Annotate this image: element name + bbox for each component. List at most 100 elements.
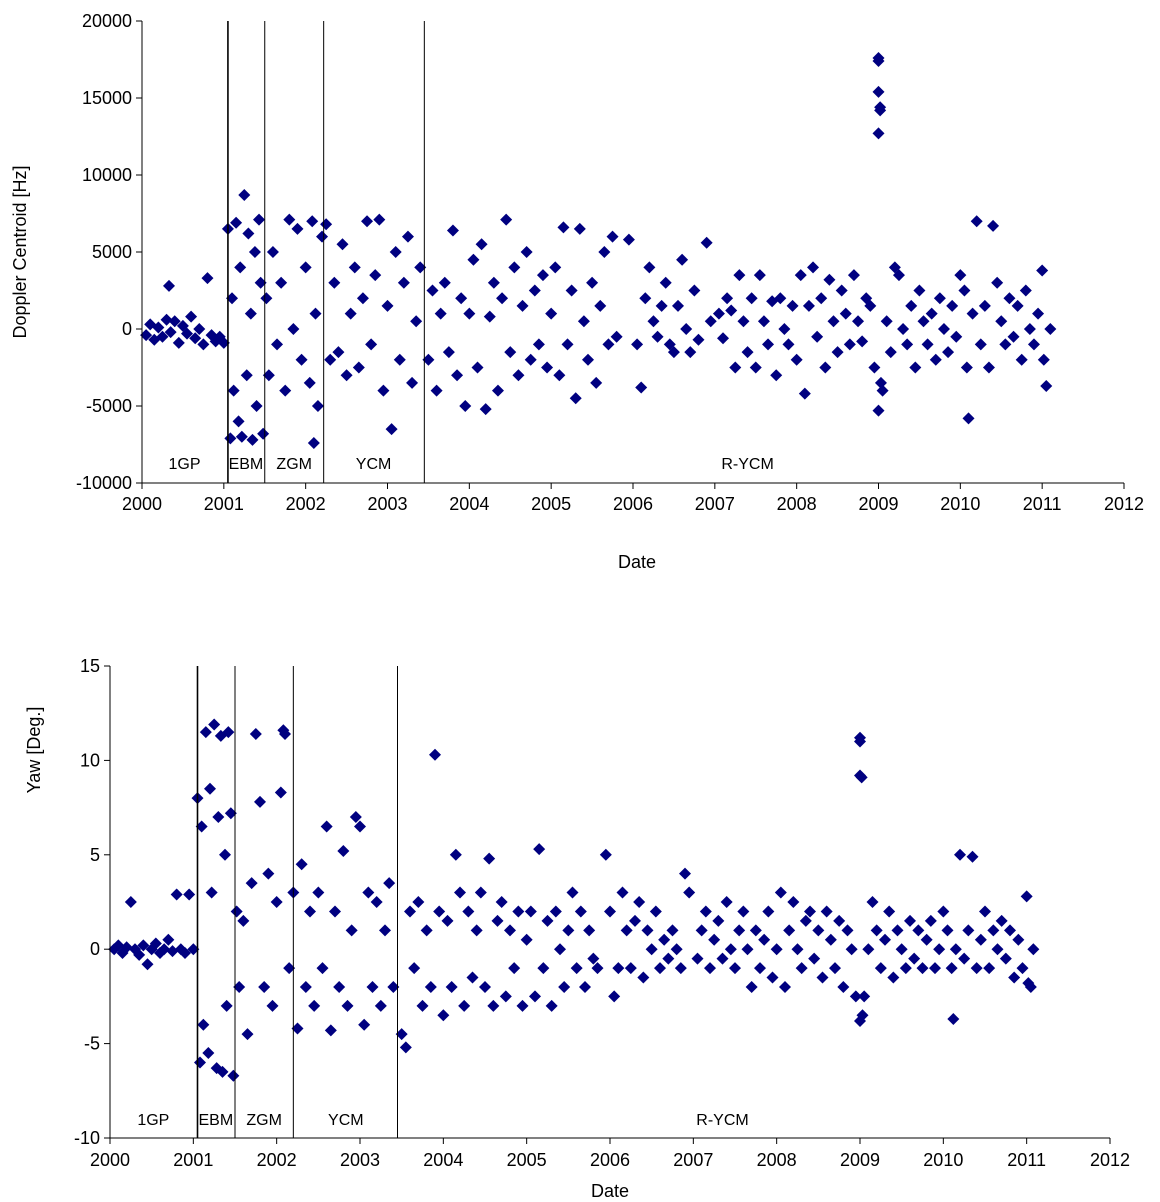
yaw-data-point xyxy=(341,999,354,1012)
yaw-data-point xyxy=(222,726,235,739)
doppler-data-point xyxy=(823,273,836,286)
doppler-data-point xyxy=(528,284,541,297)
yaw-data-point xyxy=(679,867,691,880)
doppler-data-point xyxy=(1027,338,1040,351)
doppler-phase-label: EBM xyxy=(229,456,264,473)
doppler-data-point xyxy=(905,299,918,312)
doppler-data-point xyxy=(872,85,885,98)
yaw-data-point xyxy=(749,924,762,937)
doppler-data-point xyxy=(549,261,562,274)
yaw-data-point xyxy=(624,962,637,975)
yaw-data-point xyxy=(345,924,358,937)
yaw-data-point xyxy=(970,962,983,975)
doppler-data-point xyxy=(266,246,279,258)
yaw-data-point xyxy=(929,962,941,975)
yaw-data-point xyxy=(574,905,587,918)
yaw-data-point xyxy=(841,924,854,937)
yaw-x-axis-title: Date xyxy=(591,1181,629,1201)
yaw-data-point xyxy=(424,980,437,993)
yaw-data-point xyxy=(149,937,162,950)
doppler-data-point xyxy=(786,299,799,312)
yaw-data-point xyxy=(416,999,429,1012)
yaw-data-point xyxy=(874,962,887,975)
doppler-data-point xyxy=(1003,292,1016,305)
yaw-data-point xyxy=(204,782,216,795)
yaw-data-point xyxy=(783,924,796,937)
doppler-data-point xyxy=(872,55,885,68)
doppler-data-point xyxy=(778,323,791,335)
yaw-data-point xyxy=(866,896,879,908)
yaw-x-tick-label: 2006 xyxy=(590,1150,630,1170)
doppler-data-point xyxy=(987,219,1000,232)
yaw-data-point xyxy=(958,952,971,965)
yaw-data-point xyxy=(899,962,912,975)
yaw-data-point xyxy=(458,999,471,1012)
yaw-data-point xyxy=(645,943,658,956)
yaw-data-point xyxy=(199,726,212,739)
doppler-data-point xyxy=(1023,323,1036,335)
yaw-data-point xyxy=(220,999,233,1012)
yaw-data-point xyxy=(666,924,679,937)
doppler-data-point xyxy=(925,307,938,320)
doppler-data-point xyxy=(140,329,153,342)
yaw-data-point xyxy=(933,943,946,956)
doppler-data-point xyxy=(999,338,1012,351)
doppler-data-point xyxy=(230,216,243,229)
yaw-data-point xyxy=(383,877,396,890)
yaw-data-point xyxy=(945,962,958,975)
doppler-data-point xyxy=(356,292,369,305)
doppler-data-point xyxy=(827,315,840,328)
yaw-data-point xyxy=(849,990,862,1003)
yaw-phase-label: 1GP xyxy=(137,1112,169,1129)
yaw-data-point xyxy=(224,807,237,820)
doppler-data-point xyxy=(884,346,897,359)
yaw-y-tick-label: -10 xyxy=(74,1128,100,1148)
doppler-data-point xyxy=(1036,264,1049,277)
doppler-data-point xyxy=(446,224,459,237)
doppler-data-point xyxy=(168,315,181,328)
yaw-x-tick-label: 2004 xyxy=(423,1150,463,1170)
doppler-x-tick-label: 2005 xyxy=(531,494,571,514)
yaw-data-point xyxy=(658,933,671,946)
yaw-data-point xyxy=(1027,943,1040,956)
yaw-data-point xyxy=(654,962,666,975)
yaw-data-point xyxy=(466,971,479,984)
yaw-data-point xyxy=(855,771,868,784)
doppler-data-point xyxy=(438,276,451,289)
yaw-data-point xyxy=(227,1069,240,1082)
doppler-data-point xyxy=(316,230,329,243)
yaw-x-tick-label: 2011 xyxy=(1007,1150,1046,1170)
yaw-data-point xyxy=(641,924,654,937)
yaw-data-point xyxy=(508,962,521,975)
doppler-data-point xyxy=(557,221,570,234)
doppler-data-point xyxy=(311,400,324,412)
doppler-data-point xyxy=(991,276,1004,289)
yaw-data-point xyxy=(983,962,996,975)
doppler-data-point xyxy=(262,369,275,382)
yaw-data-point xyxy=(616,886,629,899)
doppler-data-point xyxy=(753,269,766,282)
doppler-x-tick-label: 2007 xyxy=(695,494,735,514)
yaw-data-point xyxy=(541,914,554,927)
yaw-data-point xyxy=(879,933,891,946)
doppler-data-point xyxy=(512,369,525,382)
yaw-data-point xyxy=(754,962,766,975)
yaw-data-point xyxy=(716,952,729,965)
doppler-x-tick-label: 2002 xyxy=(286,494,326,514)
doppler-data-point xyxy=(291,222,304,235)
yaw-data-point xyxy=(854,735,866,748)
yaw-data-point xyxy=(591,962,604,975)
doppler-data-point xyxy=(622,233,635,246)
yaw-y-axis-title: Yaw [Deg.] xyxy=(24,707,44,794)
doppler-data-point xyxy=(667,346,680,359)
doppler-data-point xyxy=(385,423,398,436)
doppler-data-point xyxy=(643,261,656,274)
doppler-data-point xyxy=(299,261,312,274)
yaw-data-point xyxy=(774,886,787,899)
yaw-data-point xyxy=(387,980,400,993)
yaw-x-tick-label: 2002 xyxy=(257,1150,297,1170)
doppler-data-point xyxy=(307,436,320,449)
yaw-data-point xyxy=(762,905,775,918)
doppler-data-point xyxy=(426,284,439,297)
